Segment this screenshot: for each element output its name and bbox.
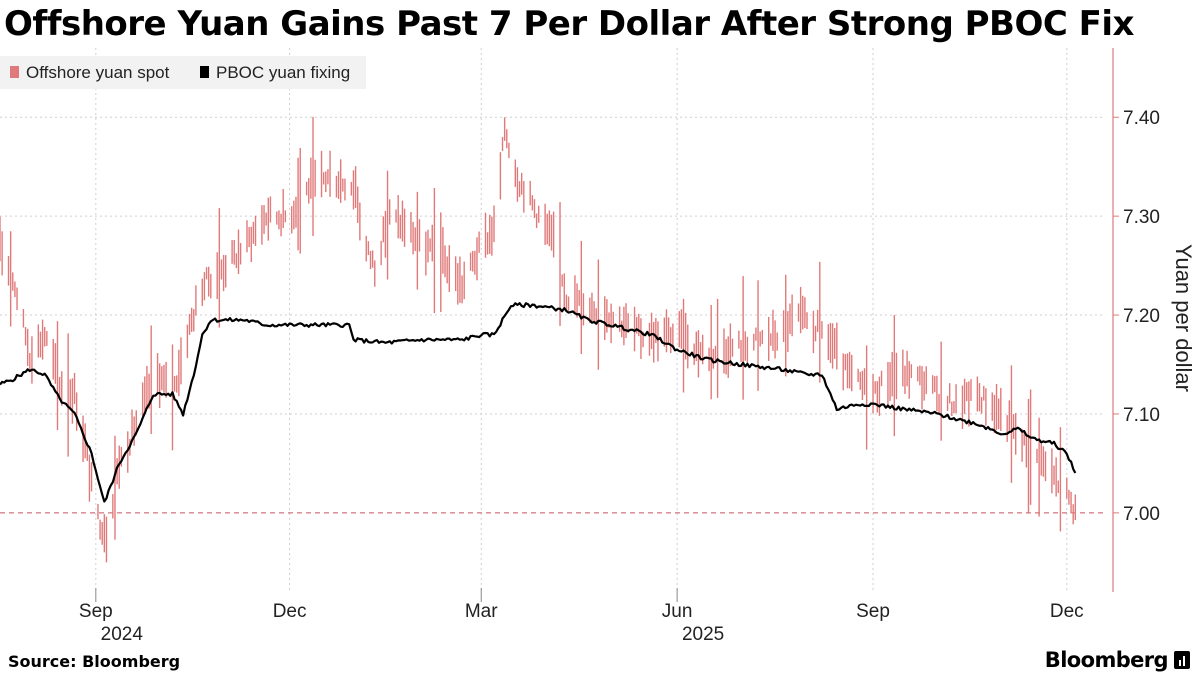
source-label: Source: Bloomberg	[8, 652, 181, 671]
x-tick-label: Dec	[273, 601, 307, 622]
y-tick-label: 7.20	[1123, 306, 1160, 327]
legend-swatch	[200, 66, 209, 78]
x-year-label: 2025	[682, 624, 724, 645]
x-tick-label: Dec	[1050, 601, 1084, 622]
y-tick-label: 7.40	[1123, 108, 1160, 129]
x-tick-label: Sep	[79, 601, 113, 622]
brand-logo: Bloomberg	[1045, 648, 1190, 672]
legend-label: Offshore yuan spot	[26, 63, 170, 82]
y-tick-label: 7.10	[1123, 405, 1160, 426]
x-tick-label: Jun	[662, 601, 693, 622]
legend-swatch	[10, 66, 19, 78]
legend-box	[0, 56, 366, 89]
x-tick-label: Sep	[856, 601, 890, 622]
chart-title: Offshore Yuan Gains Past 7 Per Dollar Af…	[4, 4, 1134, 44]
x-tick-label: Mar	[465, 601, 498, 622]
y-tick-label: 7.30	[1123, 207, 1160, 228]
y-tick-label: 7.00	[1123, 504, 1160, 525]
bloomberg-terminal-icon	[1174, 651, 1190, 669]
x-year-label: 2024	[101, 624, 144, 645]
y-axis-title: Yuan per dollar	[1171, 244, 1196, 392]
legend-label: PBOC yuan fixing	[216, 63, 350, 82]
pboc-fixing-line	[0, 302, 1077, 503]
brand-name: Bloomberg	[1044, 648, 1169, 672]
